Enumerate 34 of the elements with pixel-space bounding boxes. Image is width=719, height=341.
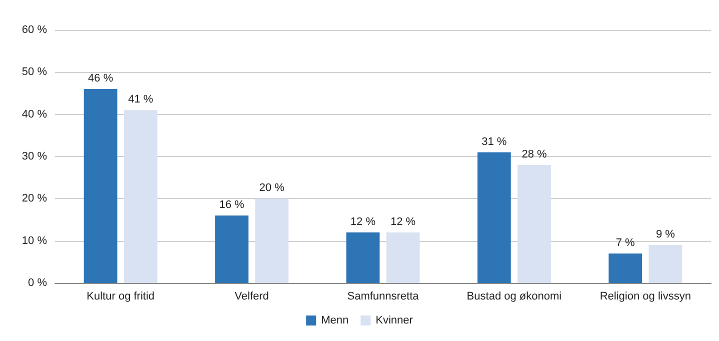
y-tick-label: 60 % <box>22 24 48 36</box>
data-label: 12 % <box>350 216 376 228</box>
x-tick-label: Religion og livssyn <box>600 290 691 302</box>
data-label: 12 % <box>390 216 416 228</box>
data-label: 7 % <box>616 236 636 249</box>
data-label: 41 % <box>128 94 154 106</box>
x-tick-label: Bustad og økonomi <box>466 290 562 302</box>
x-tick-label: Kultur og fritid <box>86 290 155 302</box>
bar <box>477 152 511 283</box>
data-label: 16 % <box>219 199 245 212</box>
bar <box>346 232 380 283</box>
bar <box>608 253 642 283</box>
data-label: 28 % <box>522 148 547 160</box>
bar <box>386 232 420 283</box>
y-tick-label: 40 % <box>22 108 48 120</box>
data-label: 20 % <box>259 182 285 194</box>
y-tick-label: 0 % <box>28 277 48 289</box>
x-tick-label: Velferd <box>234 290 269 302</box>
data-label: 31 % <box>482 136 507 148</box>
bar <box>518 164 551 283</box>
bar <box>215 216 248 283</box>
bar <box>648 245 682 283</box>
x-tick-label: Samfunnsretta <box>347 290 420 302</box>
bar <box>84 89 118 283</box>
legend-label: Kvinner <box>376 314 414 326</box>
y-tick-label: 20 % <box>22 192 48 205</box>
y-tick-label: 10 % <box>22 234 48 247</box>
y-tick-label: 30 % <box>22 150 48 162</box>
bar <box>124 110 158 283</box>
bar <box>255 198 289 283</box>
y-tick-label: 50 % <box>22 66 48 78</box>
legend-label: Menn <box>321 314 349 326</box>
data-label: 46 % <box>88 72 114 85</box>
data-label: 9 % <box>656 228 676 241</box>
